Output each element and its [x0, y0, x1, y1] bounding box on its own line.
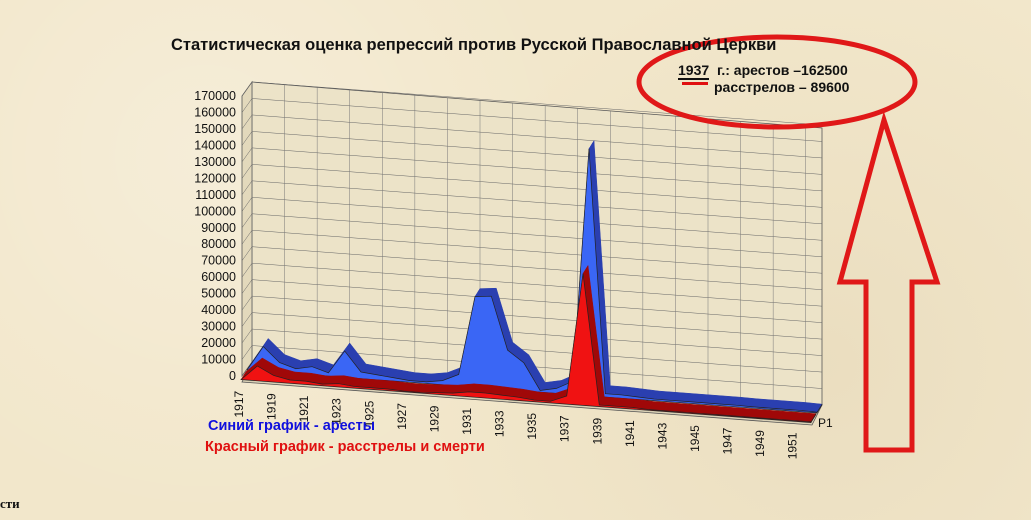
- y-tick-label: 120000: [194, 171, 236, 185]
- x-tick-label: 1917: [232, 390, 246, 417]
- y-gridline: [251, 213, 823, 258]
- y-gridline-side: [241, 197, 253, 212]
- y-tick-label: 70000: [201, 254, 236, 268]
- y-gridline-side: [241, 345, 253, 360]
- x-tick-label: 1949: [753, 430, 767, 457]
- y-tick-label: 110000: [195, 188, 236, 202]
- x-tick-label: 1951: [786, 432, 800, 459]
- annotation-1937: 1937 г.: арестов –162500: [678, 62, 848, 80]
- y-gridline-side: [241, 98, 253, 113]
- series-shootings-end-face: [810, 412, 817, 424]
- y-tick-label: 160000: [194, 105, 236, 119]
- x-tick-label: 1925: [362, 400, 376, 427]
- series-shootings-front-face: [240, 273, 812, 423]
- x-tick-label: 1929: [427, 405, 441, 432]
- chart-side-wall: [241, 80, 253, 378]
- y-tick-label: 30000: [201, 320, 236, 334]
- series-arrests-front-face: [246, 148, 818, 414]
- y-gridline: [251, 180, 823, 225]
- x-tick-label: 1921: [297, 395, 311, 422]
- y-tick-label: 130000: [194, 155, 236, 169]
- y-tick-label: 40000: [201, 303, 236, 317]
- x-tick-label: 1941: [623, 420, 637, 447]
- y-gridline: [251, 81, 823, 126]
- legend-blue: Синий график - аресты: [208, 418, 376, 434]
- x-tick-label: 1923: [330, 398, 344, 425]
- x-tick-label: 1947: [721, 427, 735, 454]
- y-tick-label: 150000: [194, 122, 236, 136]
- x-tick-label: 1933: [493, 410, 507, 437]
- series-arrests-end-face: [816, 403, 823, 414]
- y-gridline-side: [241, 147, 253, 163]
- y-tick-label: 10000: [201, 353, 236, 367]
- annotation-arrests: г.: арестов –162500: [716, 62, 848, 78]
- y-gridline: [251, 246, 823, 290]
- y-tick-label: 0: [229, 369, 236, 383]
- highlight-ellipse: [636, 34, 918, 130]
- y-gridline: [251, 312, 823, 356]
- highlight-arrow: [836, 111, 941, 453]
- x-tick-label: 1935: [525, 413, 539, 440]
- y-gridline: [251, 147, 823, 192]
- x-tick-label: 1927: [395, 403, 409, 430]
- x-tick-label: 1943: [655, 422, 669, 449]
- y-gridline-side: [241, 81, 253, 97]
- y-gridline-side: [241, 180, 253, 195]
- y-gridline-side: [241, 213, 253, 228]
- annotation-year: 1937: [678, 62, 710, 80]
- chart-back-wall: [251, 81, 823, 406]
- annotation-red-marker: [682, 82, 708, 85]
- y-tick-label: 90000: [201, 221, 236, 235]
- y-tick-label: 20000: [201, 336, 236, 350]
- x-tick-label: 1945: [688, 425, 702, 452]
- y-gridline-side: [241, 114, 253, 130]
- y-tick-label: 50000: [201, 287, 236, 301]
- y-gridline-side: [241, 295, 253, 311]
- depth-axis-label: Р1: [818, 416, 833, 430]
- y-gridline-side: [241, 279, 253, 294]
- y-gridline: [251, 295, 823, 340]
- y-gridline-side: [241, 230, 253, 245]
- chart-title: Статистическая оценка репрессий против Р…: [171, 36, 777, 54]
- legend-red: Красный график - расстрелы и смерти: [205, 439, 485, 455]
- x-tick-label: 1937: [558, 415, 572, 442]
- y-tick-label: 80000: [201, 237, 236, 251]
- y-gridline: [251, 131, 823, 175]
- y-gridline: [251, 229, 823, 274]
- annotation-shootings: расстрелов – 89600: [714, 79, 850, 95]
- y-gridline-side: [241, 131, 253, 146]
- y-gridline: [251, 328, 823, 373]
- y-gridline-side: [241, 328, 253, 344]
- y-tick-label: 140000: [194, 138, 236, 152]
- y-gridline: [251, 279, 823, 323]
- y-gridline: [251, 98, 823, 142]
- x-tick-label: 1939: [590, 418, 604, 445]
- y-gridline: [251, 262, 823, 307]
- page-fragment: сти: [0, 496, 20, 511]
- y-gridline: [251, 114, 823, 159]
- y-gridline-side: [241, 246, 253, 261]
- x-tick-label: 1931: [460, 408, 474, 435]
- y-gridline: [251, 164, 823, 208]
- y-gridline-side: [241, 263, 253, 278]
- y-tick-label: 170000: [194, 89, 236, 103]
- y-tick-label: 100000: [194, 204, 236, 218]
- y-gridline-side: [241, 164, 253, 179]
- y-gridline-side: [241, 312, 253, 327]
- y-tick-label: 60000: [201, 270, 236, 284]
- y-gridline: [251, 197, 823, 241]
- x-tick-label: 1919: [265, 393, 279, 420]
